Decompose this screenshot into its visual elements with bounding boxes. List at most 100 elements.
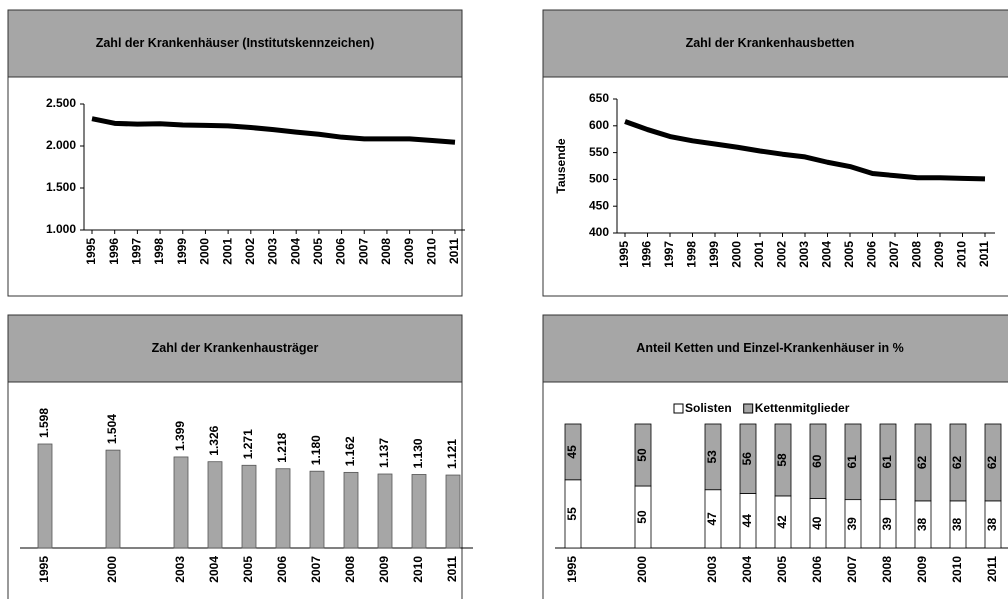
y-tick-label: 650 xyxy=(589,91,609,105)
x-tick-label: 2009 xyxy=(377,556,391,583)
x-tick-label: 2011 xyxy=(445,556,459,582)
legend-swatch xyxy=(673,403,684,414)
x-tick-label: 2003 xyxy=(266,238,280,265)
data-label: 62 xyxy=(915,455,929,469)
bar-segment xyxy=(949,423,967,502)
data-label: 1.130 xyxy=(411,438,425,468)
bar-segment xyxy=(774,423,792,497)
chart-title: Anteil Ketten und Einzel-Krankenhäuser i… xyxy=(636,341,903,355)
x-tick-label: 2003 xyxy=(797,241,811,268)
x-tick-label: 2004 xyxy=(207,556,221,583)
data-label: 38 xyxy=(915,517,929,531)
x-tick-label: 2008 xyxy=(880,556,894,583)
x-tick-label: 2010 xyxy=(424,238,438,265)
x-tick-label: 2006 xyxy=(334,238,348,265)
legend-label: Kettenmitglieder xyxy=(755,401,850,415)
x-tick-label: 2010 xyxy=(950,556,964,583)
bar xyxy=(105,449,121,549)
data-label: 1.218 xyxy=(275,432,289,462)
bar xyxy=(241,464,257,549)
legend-label: Solisten xyxy=(685,401,732,415)
x-tick-label: 2000 xyxy=(635,556,649,583)
bar-segment xyxy=(984,423,1002,502)
bar xyxy=(275,468,291,549)
x-tick-label: 2007 xyxy=(887,241,901,268)
y-tick-label: 550 xyxy=(589,145,609,159)
x-tick-label: 1998 xyxy=(685,241,699,268)
x-tick-label: 2007 xyxy=(845,556,859,583)
data-label: 45 xyxy=(565,445,579,459)
x-tick-label: 1995 xyxy=(37,556,51,583)
data-label: 1.326 xyxy=(207,425,221,455)
data-label: 50 xyxy=(635,510,649,524)
x-tick-label: 1997 xyxy=(130,238,144,265)
line xyxy=(624,119,986,182)
x-tick-label: 2011 xyxy=(977,241,991,267)
bar-segment xyxy=(879,423,897,501)
x-tick-label: 2008 xyxy=(910,241,924,268)
data-label: 62 xyxy=(950,455,964,469)
x-tick-label: 2006 xyxy=(810,556,824,583)
y-tick-label: 2.000 xyxy=(46,138,76,152)
bar xyxy=(309,470,325,549)
x-tick-label: 2009 xyxy=(402,238,416,265)
panel-header xyxy=(542,314,1008,383)
data-label: 60 xyxy=(810,454,824,468)
data-label: 1.399 xyxy=(173,421,187,451)
data-label: 1.137 xyxy=(377,438,391,468)
line xyxy=(91,116,456,145)
data-label: 53 xyxy=(705,450,719,464)
y-tick-label: 400 xyxy=(589,225,609,239)
x-tick-label: 2006 xyxy=(865,241,879,268)
x-tick-label: 2003 xyxy=(705,556,719,583)
x-tick-label: 2000 xyxy=(105,556,119,583)
x-tick-label: 2007 xyxy=(356,238,370,265)
data-label: 1.504 xyxy=(105,414,119,444)
x-tick-label: 2003 xyxy=(173,556,187,583)
bar xyxy=(207,461,223,549)
data-label: 38 xyxy=(985,517,999,531)
data-label: 61 xyxy=(845,455,859,469)
data-label: 1.162 xyxy=(343,436,357,466)
bar xyxy=(377,473,393,549)
x-tick-label: 2002 xyxy=(243,238,257,265)
data-label: 40 xyxy=(810,516,824,530)
chart-title: Zahl der Krankenhäuser (Institutskennzei… xyxy=(96,36,375,50)
bar xyxy=(173,456,189,549)
bar-segment xyxy=(914,423,932,502)
chart-title: Zahl der Krankenhausträger xyxy=(152,341,319,355)
chart-title: Zahl der Krankenhausbetten xyxy=(686,36,855,50)
data-label: 39 xyxy=(845,517,859,531)
x-tick-label: 2011 xyxy=(985,556,999,582)
data-label: 58 xyxy=(775,453,789,467)
bar-segment xyxy=(704,423,722,491)
x-tick-label: 1996 xyxy=(640,241,654,268)
x-tick-label: 2008 xyxy=(343,556,357,583)
bar xyxy=(411,474,427,549)
data-label: 1.180 xyxy=(309,435,323,465)
y-tick-label: 450 xyxy=(589,198,609,212)
x-tick-label: 2005 xyxy=(842,241,856,268)
bar-segment xyxy=(739,423,757,494)
y-tick-label: 500 xyxy=(589,172,609,186)
x-tick-label: 2007 xyxy=(309,556,323,583)
x-tick-label: 2008 xyxy=(379,238,393,265)
bar-segment xyxy=(564,423,582,481)
panel-header xyxy=(7,9,463,78)
data-label: 50 xyxy=(635,448,649,462)
data-label: 38 xyxy=(950,517,964,531)
x-tick-label: 1997 xyxy=(662,241,676,268)
x-tick-label: 2001 xyxy=(752,241,766,268)
data-label: 39 xyxy=(880,517,894,531)
bar-segment xyxy=(809,423,827,499)
x-tick-label: 1995 xyxy=(617,241,631,268)
x-tick-label: 1998 xyxy=(152,238,166,265)
x-tick-label: 2009 xyxy=(915,556,929,583)
x-tick-label: 2004 xyxy=(288,238,302,265)
legend-swatch xyxy=(743,403,754,414)
bar-segment xyxy=(634,423,652,487)
x-tick-label: 1995 xyxy=(84,238,98,265)
x-tick-label: 2004 xyxy=(740,556,754,583)
data-label: 55 xyxy=(565,507,579,521)
data-label: 44 xyxy=(740,514,754,528)
